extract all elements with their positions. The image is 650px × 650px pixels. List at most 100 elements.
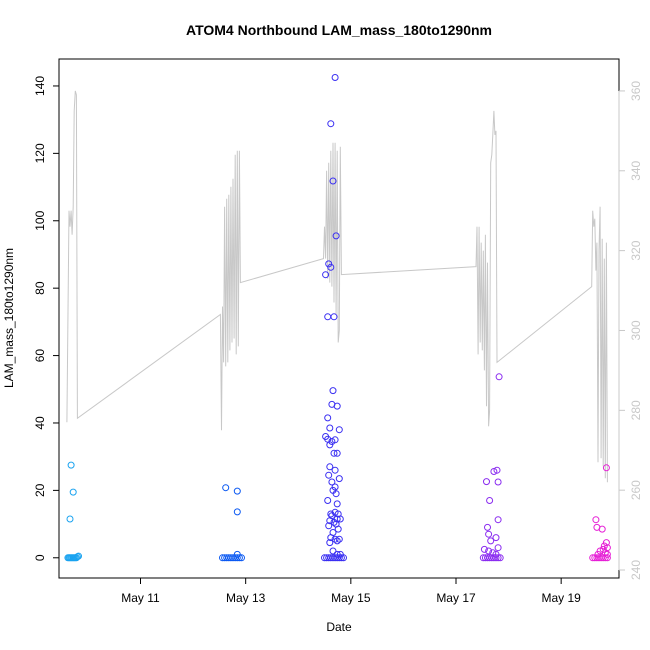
- data-point: [73, 553, 81, 561]
- data-point: [331, 535, 339, 543]
- data-point: [333, 449, 341, 457]
- data-point: [494, 516, 502, 524]
- data-point: [330, 518, 338, 526]
- data-point: [325, 471, 333, 479]
- x-tick-label: May 13: [226, 591, 266, 605]
- x-axis-label: Date: [326, 620, 352, 634]
- data-point: [335, 426, 343, 434]
- data-point: [233, 487, 241, 495]
- data-point: [493, 466, 501, 474]
- x-tick-label: May 11: [121, 591, 160, 605]
- data-point: [492, 554, 500, 562]
- data-point: [69, 488, 77, 496]
- data-point: [326, 441, 334, 449]
- data-point: [67, 461, 75, 469]
- data-point: [331, 483, 339, 491]
- data-point: [335, 535, 343, 543]
- data-point: [601, 554, 609, 562]
- y2-tick-label: 280: [629, 400, 643, 420]
- y-tick-label: 0: [33, 554, 47, 561]
- data-point: [327, 510, 335, 518]
- axes-layer: May 11 May 13 May 15 May 17 May 19 0 20 40 60 80 1…: [33, 76, 643, 605]
- data-point: [332, 232, 340, 240]
- data-point: [222, 484, 230, 492]
- data-point: [326, 539, 334, 547]
- data-point: [329, 547, 337, 555]
- data-point: [331, 74, 339, 81]
- data-point: [485, 530, 493, 538]
- y-tick-label: 60: [33, 349, 47, 363]
- data-point: [494, 544, 502, 552]
- data-point: [330, 449, 338, 457]
- data-point: [324, 497, 332, 504]
- data-point: [494, 554, 502, 562]
- data-point: [599, 554, 607, 562]
- data-point: [495, 373, 503, 381]
- y-tick-label: 100: [33, 210, 47, 230]
- y2-tick-label: 360: [629, 81, 643, 101]
- y-tick-label: 120: [33, 143, 47, 163]
- data-point: [66, 515, 74, 523]
- y2-tick-label: 320: [629, 240, 643, 260]
- data-point: [327, 120, 335, 128]
- data-point: [485, 547, 493, 555]
- data-point: [494, 478, 502, 486]
- data-point: [324, 414, 332, 422]
- x-tick-label: May 17: [436, 591, 476, 605]
- data-point: [336, 515, 344, 523]
- data-point: [333, 402, 341, 410]
- y2-tick-label: 300: [629, 320, 643, 340]
- data-point: [334, 525, 342, 533]
- y2-tick-label: 340: [629, 160, 643, 180]
- data-point: [340, 554, 347, 562]
- data-point: [233, 508, 241, 516]
- data-point: [75, 552, 82, 560]
- data-point: [603, 550, 611, 558]
- data-point: [490, 468, 498, 475]
- data-point: [335, 554, 343, 562]
- data-point: [325, 522, 333, 530]
- x-tick-label: May 19: [541, 591, 581, 605]
- data-point: [484, 523, 491, 531]
- y2-tick-label: 260: [629, 480, 643, 500]
- data-point: [487, 537, 495, 545]
- data-point: [72, 554, 80, 562]
- data-point: [235, 554, 243, 562]
- data-point: [327, 534, 335, 542]
- data-point: [333, 537, 341, 545]
- y-axis-label: LAM_mass_180to1290nm: [2, 248, 16, 388]
- data-point: [328, 478, 336, 486]
- y-tick-label: 40: [33, 416, 47, 430]
- data-point: [492, 550, 500, 558]
- data-point: [238, 554, 245, 562]
- data-point: [602, 539, 610, 547]
- data-point: [327, 263, 335, 271]
- data-point: [329, 387, 337, 395]
- chart-title: ATOM4 Northbound LAM_mass_180to1290nm: [186, 22, 492, 38]
- data-point: [233, 550, 241, 558]
- data-point: [483, 478, 490, 486]
- data-point: [598, 525, 606, 533]
- data-point: [496, 554, 504, 562]
- data-point: [603, 554, 611, 562]
- y2-tick-label: 240: [629, 560, 643, 580]
- y-tick-label: 80: [33, 281, 47, 295]
- data-point: [602, 464, 610, 472]
- data-point: [326, 517, 334, 525]
- y-tick-label: 20: [33, 483, 47, 497]
- data-point: [329, 177, 337, 185]
- data-point: [480, 545, 488, 553]
- data-point: [325, 260, 333, 268]
- data-point: [335, 475, 343, 483]
- data-point: [332, 490, 340, 498]
- data-point: [486, 497, 494, 504]
- data-point: [331, 466, 339, 474]
- data-point: [492, 534, 500, 542]
- data-point: [592, 516, 600, 524]
- plot-layer: [64, 74, 611, 562]
- data-point: [326, 424, 334, 432]
- data-point: [330, 313, 338, 321]
- data-point: [333, 550, 341, 558]
